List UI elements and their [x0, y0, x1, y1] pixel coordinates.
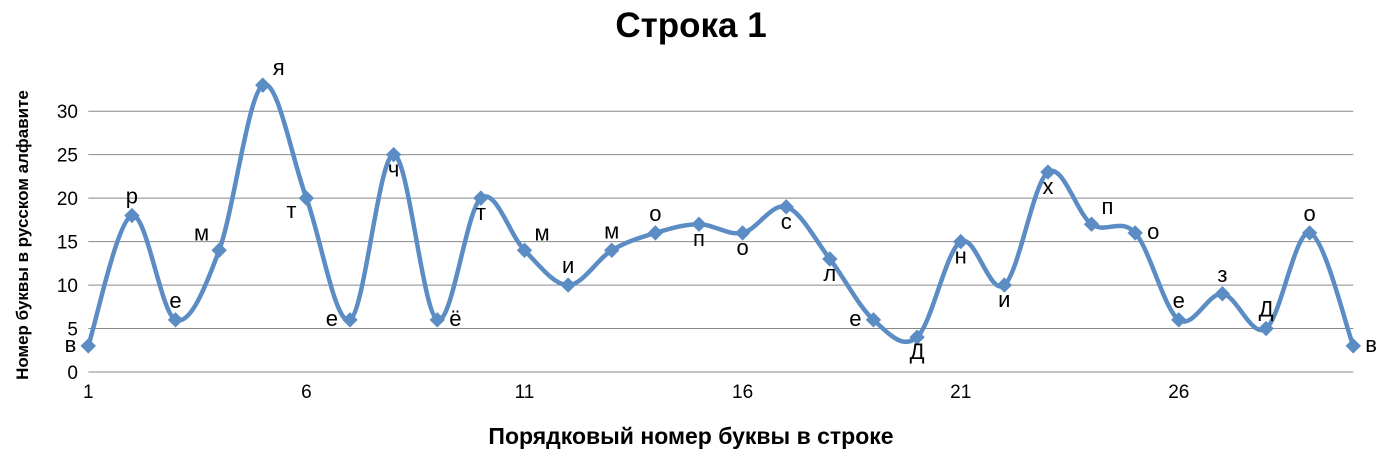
svg-text:с: с [781, 209, 792, 234]
svg-text:в: в [65, 332, 77, 357]
svg-text:е: е [169, 288, 181, 313]
svg-text:л: л [823, 261, 836, 286]
svg-text:п: п [1102, 194, 1114, 219]
svg-text:6: 6 [301, 382, 312, 403]
svg-text:21: 21 [950, 382, 971, 403]
svg-text:1: 1 [83, 382, 94, 403]
svg-text:30: 30 [57, 102, 78, 123]
svg-text:р: р [126, 184, 138, 209]
svg-text:т: т [286, 198, 296, 223]
svg-text:16: 16 [732, 382, 753, 403]
svg-text:и: и [562, 253, 574, 278]
svg-text:0: 0 [67, 363, 78, 384]
svg-text:в: в [1365, 332, 1377, 357]
svg-text:я: я [273, 55, 285, 80]
svg-text:о: о [649, 201, 661, 226]
svg-text:Д: Д [910, 339, 925, 364]
svg-text:е: е [1173, 288, 1185, 313]
svg-text:25: 25 [57, 146, 78, 167]
svg-text:ч: ч [388, 157, 399, 182]
svg-text:т: т [476, 200, 486, 225]
svg-text:20: 20 [57, 189, 78, 210]
svg-text:е: е [326, 306, 338, 331]
svg-text:и: и [998, 287, 1010, 312]
svg-text:м: м [194, 220, 209, 245]
svg-text:о: о [736, 235, 748, 260]
svg-text:з: з [1217, 262, 1227, 287]
svg-text:м: м [535, 220, 550, 245]
svg-text:10: 10 [57, 276, 78, 297]
svg-text:е: е [849, 306, 861, 331]
svg-text:26: 26 [1168, 382, 1189, 403]
svg-text:н: н [955, 244, 967, 269]
svg-text:п: п [693, 226, 705, 251]
svg-text:х: х [1042, 174, 1053, 199]
svg-text:о: о [1147, 219, 1159, 244]
svg-text:ё: ё [449, 306, 461, 331]
svg-text:11: 11 [515, 382, 535, 403]
svg-text:о: о [1304, 201, 1316, 226]
svg-text:Д: Д [1259, 297, 1274, 322]
svg-text:м: м [604, 218, 619, 243]
svg-text:15: 15 [57, 233, 78, 254]
